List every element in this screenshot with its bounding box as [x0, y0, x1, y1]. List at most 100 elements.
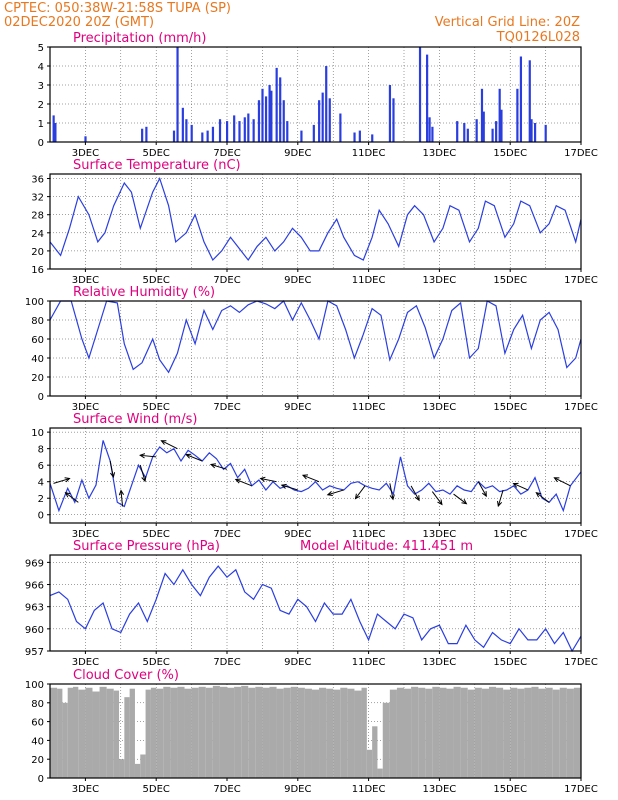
panel-frame [49, 300, 582, 397]
x-tick-label: 9DEC [284, 402, 311, 413]
precip-bar [261, 88, 264, 142]
wind-arrow-shaft [513, 483, 529, 491]
wind-arrow-head [118, 489, 125, 496]
cloud-cover-bar [145, 689, 151, 778]
y-tick-label: 80 [31, 699, 44, 710]
cloud-cover-bar [219, 686, 227, 778]
precip-bar [528, 60, 531, 142]
wind-arrow [354, 485, 366, 500]
cloud-cover-bar [453, 686, 461, 778]
precip-bar [328, 98, 331, 142]
panel-frame [49, 683, 582, 779]
wind-arrow-shaft [497, 489, 504, 507]
cloud-cover-bar [113, 690, 120, 778]
x-tick-label: 15DEC [493, 657, 527, 668]
y-tick-label: 60 [31, 718, 44, 729]
cloud-cover-bar [481, 688, 489, 778]
cloud-cover-bar [134, 763, 141, 778]
series-line [49, 176, 582, 262]
x-tick-label: 3DEC [72, 148, 99, 159]
precip-bar [480, 88, 484, 142]
y-tick-label: 963 [25, 603, 44, 614]
y-tick-label: 4 [38, 62, 44, 73]
panel-title: Relative Humidity (%) [73, 285, 215, 300]
y-tick-label: 1 [38, 119, 44, 130]
precip-bar [54, 123, 57, 142]
cloud-cover-bar [552, 689, 560, 778]
precip-bar [495, 121, 498, 142]
precip-bar [498, 88, 501, 142]
wind-arrow [535, 492, 550, 503]
wind-arrow-shaft [536, 492, 550, 503]
cloud-cover-bar [212, 685, 220, 778]
wind-arrow [497, 489, 504, 508]
cloud-cover-bar [198, 686, 206, 778]
x-tick-label: 7DEC [213, 275, 240, 286]
x-tick-label: 3DEC [72, 275, 99, 286]
wind-arrow-head [461, 498, 468, 505]
precip-bar [52, 115, 55, 142]
x-tick-label: 15DEC [493, 402, 527, 413]
y-tick-label: 0 [38, 138, 44, 149]
model-altitude-annotation: Model Altitude: 411.451 m [300, 539, 473, 554]
cloud-cover-bar [333, 689, 341, 778]
wind-arrow-shaft [281, 484, 298, 491]
cloud-cover-bar [496, 687, 504, 778]
cloud-cover-bar [140, 754, 146, 778]
x-tick-label: 15DEC [493, 784, 527, 795]
wind-arrow-shaft [140, 454, 157, 458]
x-tick-label: 5DEC [143, 657, 170, 668]
cloud-cover-bar [283, 687, 291, 778]
cloud-cover-bar [319, 687, 327, 778]
y-tick-label: 36 [31, 175, 44, 186]
wind-arrow-head [185, 453, 192, 459]
wind-arrow-head [280, 483, 287, 489]
wind-arrow [64, 492, 79, 503]
precip-bar [300, 130, 303, 142]
panel-title: Cloud Cover (%) [73, 668, 179, 683]
x-tick-label: 15DEC [493, 148, 527, 159]
y-tick-label: 32 [31, 193, 44, 204]
y-tick-label: 100 [25, 297, 44, 308]
precip-bar [371, 134, 374, 142]
precip-bar [533, 123, 537, 142]
x-tick-label: 7DEC [213, 529, 240, 540]
y-tick-label: 2 [38, 100, 44, 111]
wind-arrow [139, 465, 147, 483]
wind-arrow [453, 493, 468, 505]
precip-bar [185, 119, 188, 142]
y-tick-label: 10 [31, 428, 44, 439]
y-tick-label: 0 [38, 511, 44, 522]
cloud-cover-bar [255, 686, 263, 778]
wind-arrow-shaft [453, 493, 467, 505]
wind-arrow-head [110, 472, 116, 479]
wind-arrow-shaft [389, 483, 394, 500]
precip-bar [206, 130, 209, 142]
cloud-cover-bar [396, 687, 404, 778]
cloud-cover-bar [150, 687, 157, 778]
wind-arrow [234, 478, 252, 487]
vertical-grid-line-note: Vertical Grid Line: 20Z [435, 15, 580, 30]
x-tick-label: 17DEC [564, 657, 598, 668]
cloud-cover-bar [361, 687, 367, 778]
wind-arrow [477, 481, 487, 498]
panel-title: Surface Wind (m/s) [73, 412, 197, 427]
precip-bar [358, 130, 361, 142]
y-tick-label: 6 [38, 461, 44, 472]
cloud-cover-bar [262, 687, 270, 778]
x-tick-label: 3DEC [72, 784, 99, 795]
cloud-cover-bar [545, 687, 553, 778]
cloud-cover-bar [411, 686, 419, 778]
precip-bar [201, 132, 204, 142]
precip-bar [463, 123, 466, 142]
x-tick-label: 7DEC [213, 402, 240, 413]
x-tick-label: 5DEC [143, 784, 170, 795]
cloud-cover-bar [559, 687, 567, 778]
x-tick-label: 9DEC [284, 784, 311, 795]
precip-bar [264, 96, 268, 142]
wind-arrow [53, 477, 71, 484]
cloud-cover-bar [510, 687, 518, 778]
y-tick-label: 960 [25, 625, 44, 636]
precip-bar [321, 92, 324, 142]
